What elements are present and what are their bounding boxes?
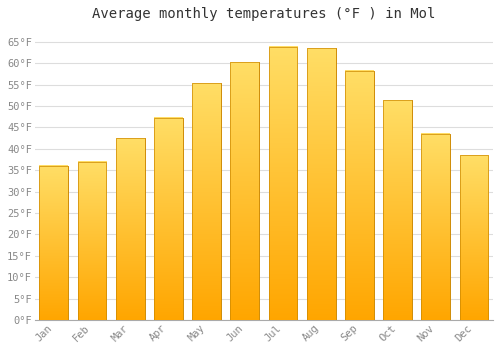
Bar	[154, 118, 182, 320]
Bar	[40, 166, 68, 320]
Bar	[154, 118, 182, 320]
Bar	[230, 62, 259, 320]
Bar	[230, 62, 259, 320]
Bar	[307, 48, 336, 320]
Bar	[116, 138, 144, 320]
Bar	[460, 155, 488, 320]
Bar	[422, 134, 450, 320]
Bar	[422, 134, 450, 320]
Bar	[383, 100, 412, 320]
Bar	[40, 166, 68, 320]
Bar	[307, 48, 336, 320]
Title: Average monthly temperatures (°F ) in Mol: Average monthly temperatures (°F ) in Mo…	[92, 7, 436, 21]
Bar	[268, 47, 298, 320]
Bar	[268, 47, 298, 320]
Bar	[192, 83, 221, 320]
Bar	[460, 155, 488, 320]
Bar	[78, 162, 106, 320]
Bar	[345, 71, 374, 320]
Bar	[116, 138, 144, 320]
Bar	[78, 162, 106, 320]
Bar	[383, 100, 412, 320]
Bar	[345, 71, 374, 320]
Bar	[192, 83, 221, 320]
